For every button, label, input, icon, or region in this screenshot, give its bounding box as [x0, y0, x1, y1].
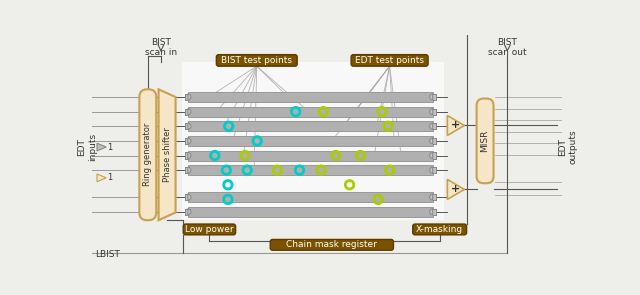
FancyBboxPatch shape [351, 55, 428, 66]
Bar [188, 92, 433, 102]
Bar [188, 136, 433, 146]
FancyBboxPatch shape [270, 240, 394, 250]
Wedge shape [429, 167, 433, 173]
Text: Phase shifter: Phase shifter [163, 127, 172, 182]
Bar [188, 106, 433, 117]
Bar [433, 109, 436, 115]
Polygon shape [97, 174, 106, 182]
Bar [188, 207, 433, 217]
Polygon shape [159, 89, 175, 220]
Bar [433, 209, 436, 215]
Text: Chain mask register: Chain mask register [287, 240, 378, 249]
Bar [185, 94, 188, 100]
Wedge shape [429, 153, 433, 159]
Bar [433, 123, 436, 129]
Polygon shape [447, 115, 465, 135]
Bar [433, 167, 436, 173]
Text: Low power: Low power [185, 225, 234, 234]
Bar [188, 192, 433, 202]
Bar [433, 138, 436, 144]
Text: 1: 1 [107, 142, 112, 152]
Bar [185, 138, 188, 144]
Text: 1: 1 [107, 173, 112, 182]
Polygon shape [447, 179, 465, 199]
Bar [182, 62, 444, 220]
FancyBboxPatch shape [183, 224, 236, 235]
FancyBboxPatch shape [216, 55, 297, 66]
FancyBboxPatch shape [477, 99, 493, 183]
Bar [185, 167, 188, 173]
Text: EDT
outputs: EDT outputs [559, 130, 578, 164]
Wedge shape [188, 94, 191, 100]
Wedge shape [429, 109, 433, 115]
Text: MISR: MISR [481, 130, 490, 152]
Bar [185, 209, 188, 215]
Bar [188, 165, 433, 175]
FancyBboxPatch shape [413, 224, 467, 235]
Bar [433, 94, 436, 100]
Text: BIST test points: BIST test points [221, 56, 292, 65]
Text: Ring generator: Ring generator [143, 123, 152, 186]
Wedge shape [188, 167, 191, 173]
Bar [185, 194, 188, 200]
Bar [188, 121, 433, 131]
Text: LBIST: LBIST [95, 250, 120, 259]
Text: BIST
scan in: BIST scan in [145, 38, 177, 57]
Wedge shape [188, 209, 191, 215]
Bar [185, 123, 188, 129]
Wedge shape [429, 123, 433, 129]
Wedge shape [188, 109, 191, 115]
Wedge shape [188, 194, 191, 200]
Polygon shape [97, 143, 106, 151]
Text: X-masking: X-masking [416, 225, 463, 234]
Wedge shape [188, 138, 191, 144]
Text: +: + [451, 184, 460, 194]
Wedge shape [429, 138, 433, 144]
Bar [188, 150, 433, 160]
Text: +: + [451, 120, 460, 130]
Wedge shape [429, 94, 433, 100]
Wedge shape [188, 153, 191, 159]
Bar [185, 109, 188, 115]
Wedge shape [188, 123, 191, 129]
Bar [433, 153, 436, 159]
Text: EDT test points: EDT test points [355, 56, 424, 65]
Wedge shape [429, 209, 433, 215]
Bar [433, 194, 436, 200]
Bar [185, 153, 188, 159]
Text: EDT
inputs: EDT inputs [77, 133, 97, 161]
FancyBboxPatch shape [140, 89, 156, 220]
Text: BIST
scan out: BIST scan out [488, 38, 527, 57]
Wedge shape [429, 194, 433, 200]
